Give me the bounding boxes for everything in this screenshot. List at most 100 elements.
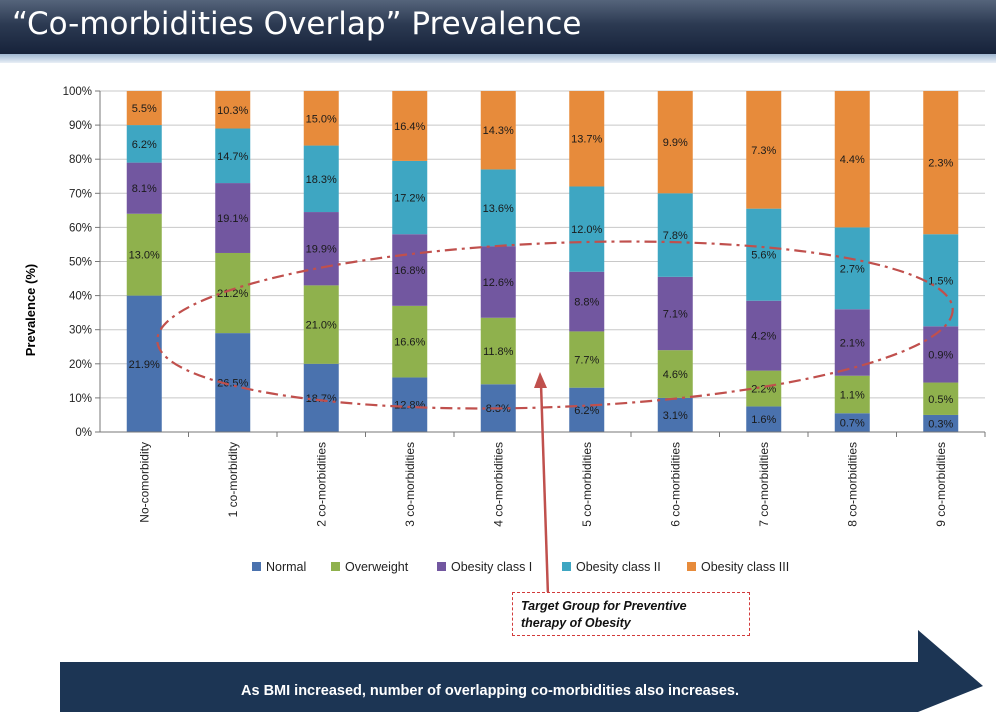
segment-data-label: 0.7% (840, 418, 865, 430)
bars (126, 91, 959, 432)
y-axis-label: Prevalence (%) (23, 264, 38, 357)
legend-label: Obesity class I (451, 560, 532, 574)
segment-data-label: 5.5% (132, 103, 157, 115)
target-group-ellipse (156, 240, 954, 410)
segment-data-label: 0.5% (928, 394, 953, 406)
bar-segment (569, 91, 605, 187)
bar-segment (126, 295, 162, 432)
segment-data-label: 15.0% (306, 113, 337, 125)
segment-data-label: 21.9% (129, 359, 160, 371)
x-axis: No-comorbidity 1 co-morbidity 2 co-morbidi… (100, 431, 986, 527)
legend-label: Obesity class III (701, 560, 789, 574)
bar-segment (392, 305, 428, 378)
bar-segment (657, 350, 693, 398)
bar-segment (303, 212, 339, 286)
segment-data-label: 16.6% (394, 337, 425, 349)
x-tick-label: 7 co-morbidities (757, 442, 771, 527)
segment-data-label: 14.7% (217, 151, 248, 163)
y-tick-label: 30% (69, 325, 92, 337)
segment-data-label: 4.2% (751, 331, 776, 343)
bar-segment (392, 234, 428, 306)
target-group-callout: Target Group for Preventive therapy of O… (512, 592, 750, 636)
segment-data-label: 5.6% (751, 250, 776, 262)
segment-data-label: 7.1% (663, 309, 688, 321)
segment-data-label: 4.6% (663, 369, 688, 381)
segment-data-label: 12.0% (571, 224, 602, 236)
segment-data-label: 18.7% (306, 393, 337, 405)
legend: Normal Overweight Obesity class I Obesity c… (252, 560, 789, 574)
legend-swatch (687, 562, 696, 571)
segment-data-label: 11.8% (483, 346, 514, 358)
bar-segment (480, 317, 516, 385)
y-tick-label: 80% (69, 154, 92, 166)
title-stripe (0, 54, 996, 63)
segment-data-label: 19.1% (217, 213, 248, 225)
segment-data-label: 1.1% (840, 389, 865, 401)
y-tick-label: 20% (69, 359, 92, 371)
segment-data-label: 14.3% (483, 125, 514, 137)
bar-segment (834, 413, 870, 432)
x-tick-label: No-comorbidity (137, 442, 151, 523)
segment-data-label: 13.7% (571, 134, 602, 146)
segment-data-label: 13.0% (129, 250, 160, 262)
bottom-banner (60, 630, 983, 712)
x-tick-label: 3 co-morbidities (403, 442, 417, 527)
segment-data-label: 4.4% (840, 154, 865, 166)
bar-segment (392, 377, 428, 432)
banner-text: As BMI increased, number of overlapping … (241, 683, 739, 699)
target-group-annotation (156, 240, 954, 597)
callout-arrow-head (534, 372, 547, 388)
bar-segment (657, 397, 693, 432)
bar-segment (480, 91, 516, 170)
bar-segment (480, 246, 516, 318)
bar-segment (569, 387, 605, 432)
bar-segment (303, 145, 339, 213)
bar-segment (923, 414, 959, 432)
legend-label: Overweight (345, 560, 409, 574)
bar-segment (834, 91, 870, 228)
y-tick-label: 100% (63, 86, 92, 98)
bar-segment (392, 91, 428, 161)
segment-data-label: 16.4% (394, 121, 425, 133)
segment-data-label: 9.9% (663, 137, 688, 149)
x-tick-label: 8 co-morbidities (845, 442, 859, 527)
bar-segment (303, 91, 339, 146)
legend-swatch (252, 562, 261, 571)
bar-segment (215, 128, 251, 184)
bar-segment (126, 213, 162, 296)
bar-segment (834, 227, 870, 310)
bar-segment (746, 300, 782, 371)
legend-swatch (562, 562, 571, 571)
y-tick-label: 40% (69, 291, 92, 303)
segment-data-label: 6.2% (574, 405, 599, 417)
bar-segment (657, 276, 693, 351)
segment-data-label: 12.6% (483, 277, 514, 289)
segment-data-label: 1.5% (928, 275, 953, 287)
bar-segment (215, 252, 251, 334)
y-tick-label: 90% (69, 120, 92, 132)
y-tick-label: 50% (69, 257, 92, 269)
y-axis: 0% 10% 20% 30% 40% 50% 60% 70% 80% 90% 100% (63, 86, 101, 439)
segment-data-label: 21.0% (306, 320, 337, 332)
bar-segment (746, 406, 782, 432)
segment-data-label: 1.6% (751, 414, 776, 426)
segment-data-label: 7.3% (751, 145, 776, 157)
legend-label: Obesity class II (576, 560, 661, 574)
bar-segment (480, 169, 516, 247)
segment-data-label: 19.9% (306, 244, 337, 256)
segment-data-label: 2.3% (928, 158, 953, 170)
legend-swatch (437, 562, 446, 571)
callout-line-1: Target Group for Preventive (521, 599, 687, 613)
bar-segment (215, 91, 251, 129)
segment-data-label: 10.3% (217, 105, 248, 117)
segment-data-label: 2.1% (840, 337, 865, 349)
segment-data-label: 7.8% (663, 230, 688, 242)
bar-segment (657, 91, 693, 194)
bar-segment (569, 271, 605, 332)
bar-segment (746, 370, 782, 407)
bar-segment (215, 183, 251, 253)
segment-data-label: 18.3% (306, 174, 337, 186)
x-tick-label: 1 co-morbidity (226, 442, 240, 517)
title-bar: “Co-morbidities Overlap” Prevalence (0, 0, 996, 54)
y-tick-label: 10% (69, 393, 92, 405)
